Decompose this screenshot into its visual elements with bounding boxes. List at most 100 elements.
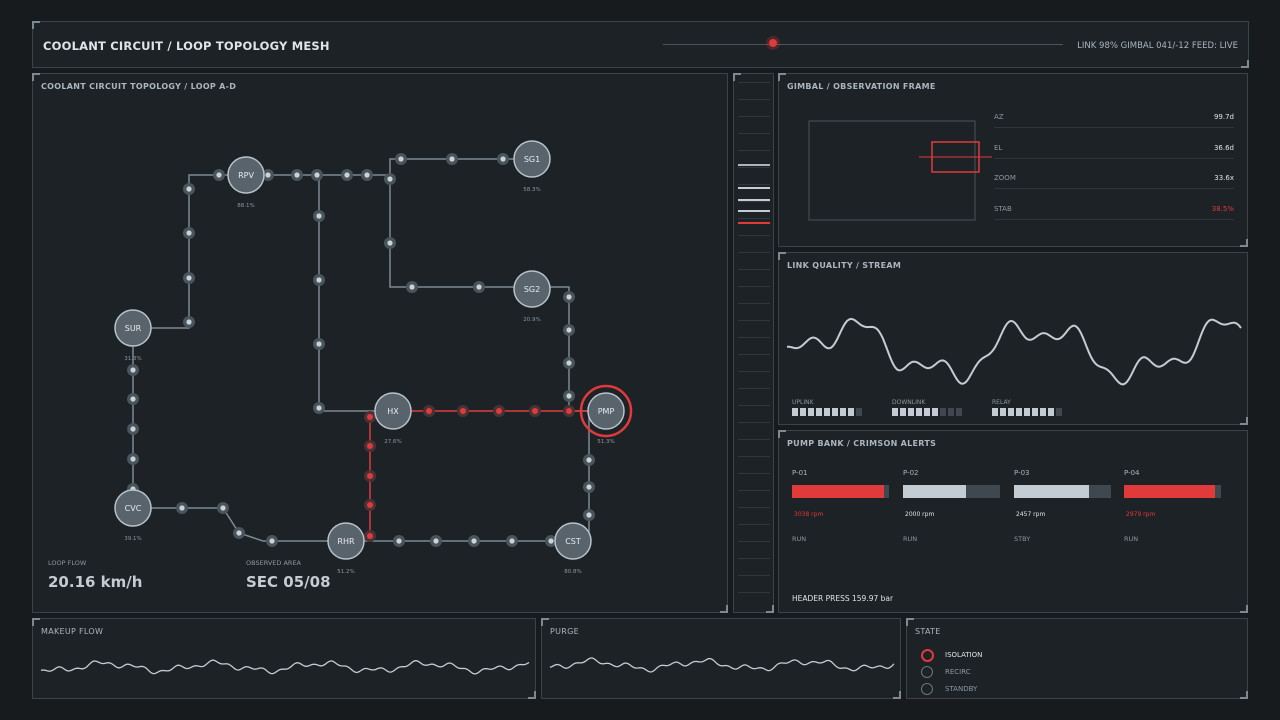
valve-junction-core (130, 367, 136, 373)
scale-marker (738, 210, 770, 212)
meter-segment (808, 408, 814, 416)
scale-tick (738, 507, 770, 508)
scale-tick (738, 82, 770, 83)
topology-title: COOLANT CIRCUIT TOPOLOGY / LOOP A-D (41, 82, 237, 91)
valve-junction-core (186, 275, 192, 281)
downlink-meter (892, 408, 962, 416)
node-circle (227, 156, 265, 194)
scale-tick (738, 337, 770, 338)
link-quality-panel: LINK QUALITY / STREAM UPLINK DOWNLINK RE… (778, 252, 1248, 425)
state-title: STATE (915, 627, 941, 636)
node-label: PMP (598, 407, 615, 416)
node-label: RPV (238, 171, 254, 180)
purge-panel: PURGE (541, 618, 901, 699)
pump-bank-title: PUMP BANK / CRIMSON ALERTS (787, 439, 937, 448)
valve-junction-core (316, 213, 322, 219)
scale-tick (738, 371, 770, 372)
valve-junction-core (566, 294, 572, 300)
meter-segment (840, 408, 846, 416)
makeup-flow-panel: MAKEUP FLOW (32, 618, 536, 699)
node-circle (513, 270, 551, 308)
scale-tick (738, 541, 770, 542)
valve-junction-core (179, 505, 185, 511)
loop-flow-value: 20.16 km/h (48, 573, 143, 591)
meter-segment (900, 408, 906, 416)
scale-tick (738, 439, 770, 440)
valve-junction-core (566, 327, 572, 333)
meter-segment (1016, 408, 1022, 416)
alert-junction-core (426, 408, 432, 414)
node-label: RHR (337, 537, 355, 546)
downlink-label: DOWNLINK (892, 399, 926, 406)
scale-marker (738, 222, 770, 224)
scale-tick (738, 558, 770, 559)
vertical-scale[interactable] (733, 73, 774, 613)
scale-tick (738, 405, 770, 406)
node-percent: 58.3% (523, 187, 540, 193)
feed-slider-track[interactable] (663, 44, 1063, 45)
valve-junction-core (566, 393, 572, 399)
valve-junction-core (449, 156, 455, 162)
meter-segment (940, 408, 946, 416)
node-pmp[interactable]: PMP 51.3% (579, 384, 633, 445)
node-rhr[interactable]: RHR 51.2% (327, 522, 365, 575)
node-percent: 39.1% (124, 536, 141, 542)
feed-slider-thumb[interactable] (769, 39, 777, 47)
node-sg1[interactable]: SG1 58.3% (513, 140, 551, 193)
pump-bank-panel: PUMP BANK / CRIMSON ALERTS P-01 3038 rpm… (778, 430, 1248, 613)
node-sur[interactable]: SUR 31.3% (114, 309, 152, 362)
node-percent: 27.6% (384, 439, 401, 445)
pipe-edge (133, 174, 246, 329)
observed-area-label: OBSERVED AREA (246, 559, 301, 567)
header-bar: COOLANT CIRCUIT / LOOP TOPOLOGY MESH LIN… (32, 21, 1249, 68)
relay-label: RELAY (992, 399, 1011, 406)
valve-junction-core (186, 319, 192, 325)
valve-junction-core (316, 405, 322, 411)
scale-tick (738, 99, 770, 100)
gimbal-row-el: EL 36.6d (994, 144, 1234, 159)
scale-tick (738, 150, 770, 151)
meter-segment (956, 408, 962, 416)
node-label: CST (565, 537, 581, 546)
alert-junction-core (367, 473, 373, 479)
valve-junction-core (130, 396, 136, 402)
purge-title: PURGE (550, 627, 579, 636)
scale-tick (738, 184, 770, 185)
purge-wave (549, 657, 895, 673)
scale-tick (738, 218, 770, 219)
node-percent: 80.8% (564, 569, 581, 575)
scale-marker (738, 164, 770, 166)
node-percent: 51.3% (597, 439, 614, 445)
node-cst[interactable]: CST 80.8% (554, 522, 592, 575)
valve-junction-core (500, 156, 506, 162)
node-label: SG2 (524, 285, 540, 294)
node-circle (554, 522, 592, 560)
meter-segment (1000, 408, 1006, 416)
makeup-flow-wave (40, 659, 530, 675)
topology-panel: COOLANT CIRCUIT TOPOLOGY / LOOP A-D RPV 8… (32, 73, 728, 613)
meter-segment (800, 408, 806, 416)
scale-tick (738, 133, 770, 134)
meter-segment (1048, 408, 1054, 416)
valve-junction-core (566, 360, 572, 366)
node-sg2[interactable]: SG2 20.9% (513, 270, 551, 323)
valve-junction-core (130, 456, 136, 462)
node-cvc[interactable]: CVC 39.1% (114, 489, 152, 542)
meter-segment (832, 408, 838, 416)
topology-graph: RPV 88.1% SG1 58.3% SG2 20.9% SUR 31.3% HX 27.6% P… (114, 140, 633, 575)
meter-segment (1008, 408, 1014, 416)
meter-segment (1040, 408, 1046, 416)
meter-segment (948, 408, 954, 416)
observation-frame[interactable] (779, 74, 1249, 248)
scale-tick (738, 286, 770, 287)
node-rpv[interactable]: RPV 88.1% (227, 156, 265, 209)
page-title: COOLANT CIRCUIT / LOOP TOPOLOGY MESH (43, 39, 330, 53)
alert-junction-core (367, 414, 373, 420)
pump-fill (903, 485, 967, 498)
alert-junction-core (460, 408, 466, 414)
meter-segment (1024, 408, 1030, 416)
node-hx[interactable]: HX 27.6% (374, 392, 412, 445)
valve-junction-core (548, 538, 554, 544)
valve-junction-core (509, 538, 515, 544)
meter-segment (892, 408, 898, 416)
